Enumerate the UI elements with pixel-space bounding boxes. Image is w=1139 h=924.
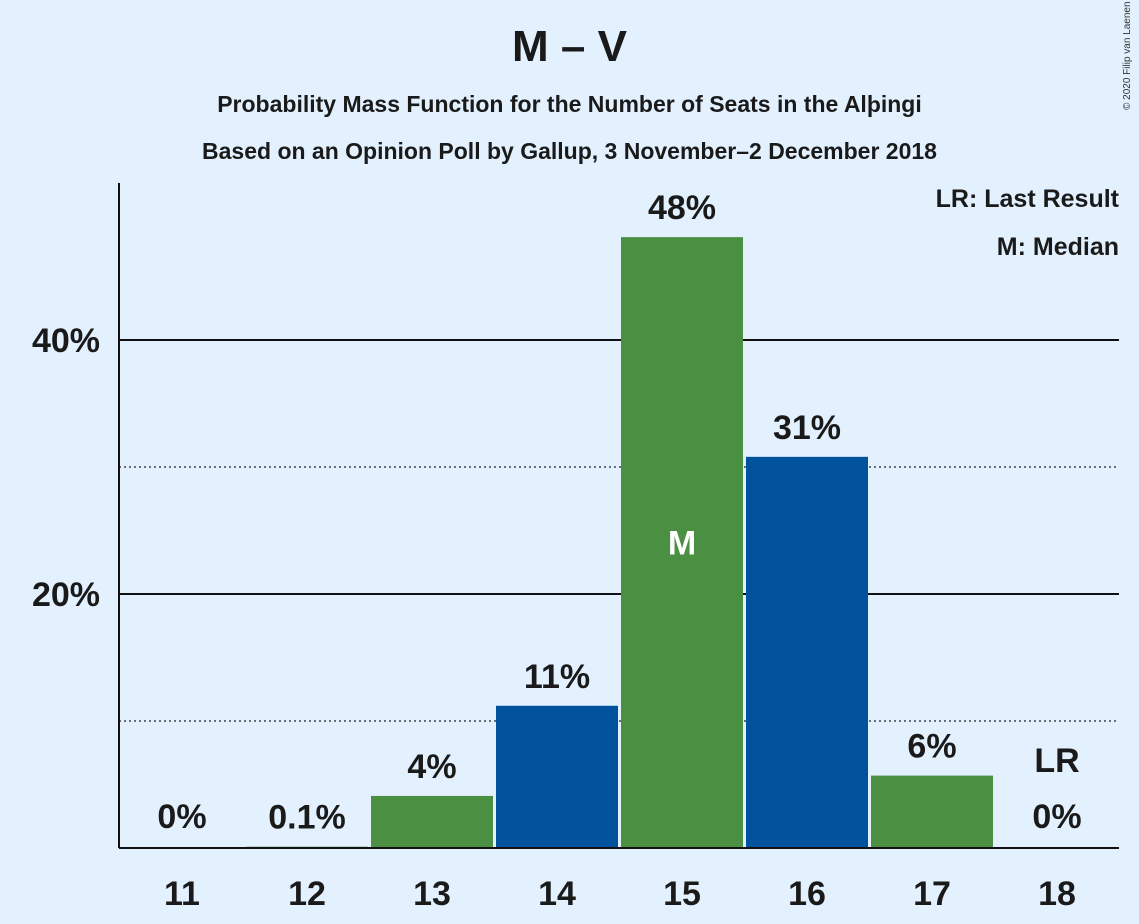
value-label-16: 31% [773, 409, 841, 447]
value-label-17: 6% [907, 728, 956, 766]
bar-15 [621, 237, 743, 848]
x-tick-label-12: 12 [288, 875, 326, 913]
x-tick-label-17: 17 [913, 875, 951, 913]
x-tick-label-13: 13 [413, 875, 451, 913]
bar-13 [371, 795, 493, 848]
x-tick-label-14: 14 [538, 875, 576, 913]
x-tick-label-15: 15 [663, 875, 701, 913]
value-label-12: 0.1% [268, 799, 346, 837]
value-label-15: 48% [648, 189, 716, 227]
legend-last-result: LR: Last Result [935, 185, 1119, 213]
value-label-14: 11% [524, 658, 590, 696]
chart-title: M – V [512, 22, 627, 71]
x-tick-label-18: 18 [1038, 875, 1076, 913]
x-tick-label-16: 16 [788, 875, 826, 913]
value-label-13: 4% [407, 748, 456, 786]
last-result-marker: LR [1034, 742, 1079, 780]
chart-subtitle-1: Probability Mass Function for the Number… [217, 91, 922, 117]
value-label-18: 0% [1032, 798, 1081, 836]
y-tick-label-20: 20% [32, 576, 100, 614]
chart-subtitle-2: Based on an Opinion Poll by Gallup, 3 No… [202, 138, 937, 164]
y-tick-label-40: 40% [32, 322, 100, 360]
legend-median: M: Median [996, 233, 1119, 261]
x-tick-label-11: 11 [164, 875, 200, 913]
value-label-11: 0% [157, 798, 206, 836]
bar-17 [871, 775, 993, 848]
bar-14 [496, 705, 618, 848]
bar-16 [746, 456, 868, 848]
median-marker: M [668, 525, 696, 563]
